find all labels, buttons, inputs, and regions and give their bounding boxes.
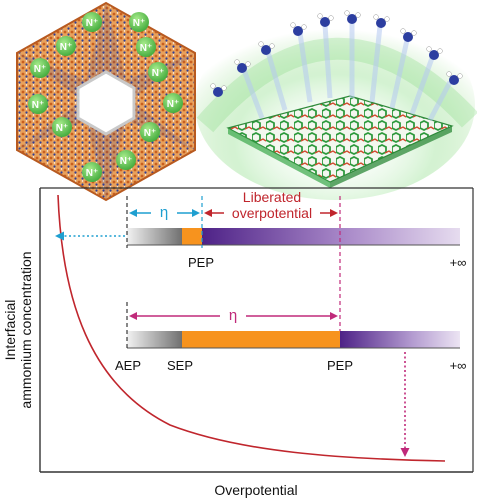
concentration-decay-curve <box>57 194 446 462</box>
ammonium-badge: N⁺ <box>52 117 72 137</box>
ammonium-badge-label: N⁺ <box>56 123 69 134</box>
ammonium-badge: N⁺ <box>28 94 48 114</box>
ammonium-ion <box>258 41 275 55</box>
lower-pep-label: PEP <box>327 358 353 373</box>
graphene-sheet-edge <box>228 128 330 188</box>
upper-eta-arrowhead-left <box>129 209 137 217</box>
glow-dome <box>196 37 477 133</box>
y-axis-label-line1: Interfacial <box>2 300 18 361</box>
liberated-arrowhead-right <box>330 209 338 217</box>
ammonium-badge-label: N⁺ <box>167 99 180 110</box>
ammonium-badge-label: N⁺ <box>86 168 99 179</box>
upper-eta-arrowhead-right <box>192 209 200 217</box>
ammonium-badges: N⁺ N⁺ N⁺ N⁺ N⁺ N⁺ N⁺ N⁺ N⁺ N⁺ N⁺ N⁺ <box>28 12 183 182</box>
ion-beams <box>241 22 453 122</box>
concentration-chart: Overpotential Interfacial ammonium conce… <box>2 187 474 498</box>
ammonium-badge-label: N⁺ <box>144 128 157 139</box>
ammonium-badge: N⁺ <box>116 150 136 170</box>
ammonium-badge: N⁺ <box>30 58 50 78</box>
graphene-sheet-edge-right <box>330 126 452 188</box>
upper-bar-orange-segment <box>182 228 202 245</box>
lower-eta-label: η <box>229 307 237 324</box>
ammonium-ion <box>373 14 390 28</box>
lower-sep-label: SEP <box>167 358 193 373</box>
ammonium-badge: N⁺ <box>136 37 156 57</box>
liberated-label-line2: overpotential <box>232 205 312 221</box>
x-axis-label: Overpotential <box>214 482 297 498</box>
ammonium-badge: N⁺ <box>163 93 183 113</box>
liberated-arrowhead-left <box>204 209 212 217</box>
ammonium-ion <box>344 10 361 24</box>
lower-bar-purple-segment <box>340 331 460 348</box>
ammonium-ion <box>426 46 443 60</box>
ammonium-ion <box>234 59 251 73</box>
porous-framework-illustration: N⁺ N⁺ N⁺ N⁺ N⁺ N⁺ N⁺ N⁺ N⁺ N⁺ N⁺ N⁺ <box>16 1 196 202</box>
lower-potential-bar: η AEP SEP PEP +∞ <box>115 302 466 457</box>
ammonium-badge-label: N⁺ <box>86 18 99 29</box>
lower-bar-orange-segment <box>182 331 340 348</box>
ammonium-badge: N⁺ <box>82 12 102 32</box>
y-axis-label-line2: ammonium concentration <box>18 251 34 408</box>
ammonium-badge: N⁺ <box>56 36 76 56</box>
ammonium-ion <box>210 83 227 97</box>
lower-eta-arrowhead-right <box>330 312 338 320</box>
upper-infinity-label: +∞ <box>450 255 467 270</box>
upper-eta-label: η <box>160 204 168 221</box>
lower-aep-label: AEP <box>115 358 141 373</box>
ammonium-badge-label: N⁺ <box>60 42 73 53</box>
ammonium-badge: N⁺ <box>129 12 149 32</box>
curve-pointer-arrowhead <box>400 448 410 457</box>
ammonium-ion <box>446 71 463 85</box>
ammonium-badge-label: N⁺ <box>152 68 165 79</box>
ammonium-badge: N⁺ <box>148 62 168 82</box>
lower-bar-gray-segment <box>127 331 182 348</box>
upper-bar-purple-segment <box>202 228 460 245</box>
graphene-sheet-illustration <box>195 10 477 200</box>
ammonium-ions <box>210 10 463 97</box>
ammonium-badge: N⁺ <box>140 122 160 142</box>
ammonium-ion <box>317 13 334 27</box>
concentration-pointer-arrowhead <box>55 231 64 241</box>
ammonium-badge-label: N⁺ <box>140 43 153 54</box>
upper-bar-gray-segment <box>127 228 182 245</box>
liberated-label-line1: Liberated <box>243 189 301 205</box>
ammonium-badge-label: N⁺ <box>32 100 45 111</box>
ammonium-ion <box>400 28 417 42</box>
upper-potential-bar: η Liberated overpotential PEP +∞ <box>55 189 466 345</box>
upper-pep-label: PEP <box>188 255 214 270</box>
lower-infinity-label: +∞ <box>450 358 467 373</box>
lower-eta-arrowhead-left <box>129 312 137 320</box>
framework-pore-inner <box>85 80 127 126</box>
ammonium-ion <box>290 22 307 36</box>
ammonium-badge-label: N⁺ <box>34 64 47 75</box>
ammonium-badge: N⁺ <box>82 162 102 182</box>
ammonium-badge-label: N⁺ <box>133 18 146 29</box>
ammonium-badge-label: N⁺ <box>120 156 133 167</box>
